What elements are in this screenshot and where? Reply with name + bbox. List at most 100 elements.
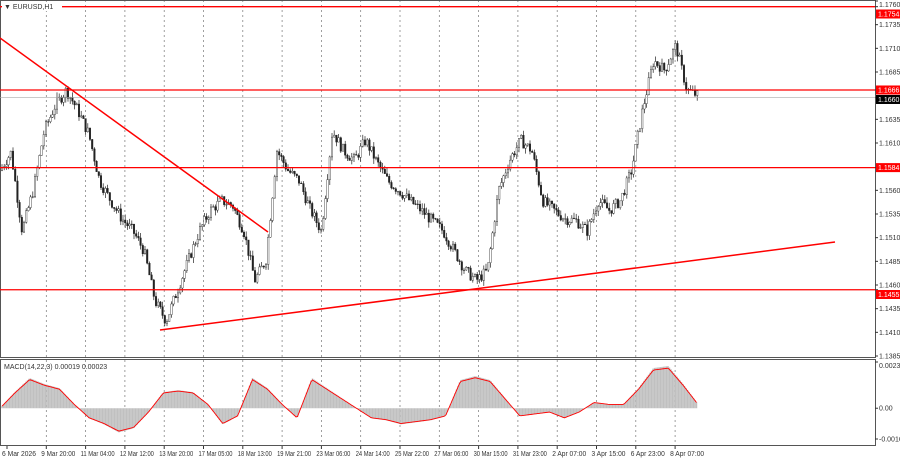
candle-body	[91, 139, 94, 150]
candle-body	[115, 208, 118, 211]
x-tick-label: 8 Apr 07:00	[670, 451, 704, 458]
candle-body	[66, 88, 69, 99]
candle-body	[56, 97, 59, 110]
y-tick-label: 1.1385	[879, 354, 900, 361]
candle-body	[590, 219, 593, 222]
candle-body	[518, 138, 521, 148]
candle-body	[542, 194, 545, 207]
candle-body	[416, 203, 419, 205]
candle-body	[102, 187, 105, 193]
candle-body	[322, 218, 325, 230]
candle-body	[126, 222, 129, 227]
candle-body	[617, 199, 620, 208]
candle-body	[364, 139, 367, 146]
candle-body	[328, 156, 331, 180]
candle-body	[278, 151, 281, 156]
candle-body	[445, 237, 448, 242]
candle-body	[9, 150, 12, 158]
candle-body	[143, 249, 146, 255]
candle-body	[51, 114, 54, 118]
candle-body	[146, 249, 149, 264]
candle-body	[667, 64, 670, 72]
candle-body	[566, 218, 569, 225]
candle-body	[168, 314, 171, 322]
candle-body	[291, 171, 294, 173]
candle-body	[276, 151, 279, 177]
candle-body	[502, 175, 505, 183]
candle-body	[546, 197, 549, 206]
candle-body	[121, 219, 124, 222]
candle-body	[467, 267, 470, 269]
candle-body	[493, 221, 496, 234]
candle-body	[625, 177, 628, 195]
candle-body	[62, 96, 65, 103]
candle-body	[298, 175, 301, 184]
candle-body	[242, 231, 245, 238]
candle-body	[639, 128, 642, 132]
candle-body	[11, 150, 14, 170]
candle-body	[441, 223, 444, 231]
candle-body	[551, 200, 554, 205]
candle-body	[64, 88, 67, 98]
x-tick-label: 31 Mar 23:00	[513, 451, 547, 458]
candle-body	[427, 212, 430, 223]
x-tick-label: 2 Apr 07:00	[552, 451, 586, 458]
candle-body	[460, 261, 463, 271]
candle-body	[104, 188, 107, 193]
candle-body	[194, 243, 197, 245]
candle-body	[75, 103, 78, 106]
candle-body	[249, 255, 252, 257]
candle-body	[179, 287, 182, 294]
candle-body	[531, 151, 534, 153]
candle-body	[368, 139, 371, 151]
candle-body	[280, 154, 283, 157]
candle-body	[581, 224, 584, 228]
candle-body	[185, 260, 188, 271]
candle-body	[110, 200, 113, 208]
candle-body	[311, 203, 314, 217]
candle-body	[170, 303, 173, 315]
candle-body	[405, 193, 408, 196]
candle-body	[592, 213, 595, 220]
candle-body	[31, 196, 34, 198]
candle-body	[130, 223, 133, 225]
candle-body	[414, 203, 417, 205]
y-tick-label: 1.1760	[879, 2, 900, 9]
candle-body	[661, 62, 664, 72]
candle-body	[383, 168, 386, 174]
candle-body	[245, 236, 248, 241]
candle-body	[97, 171, 100, 176]
candle-body	[599, 202, 602, 207]
candle-body	[509, 159, 512, 170]
level-price-label: 1.1666	[878, 87, 900, 94]
candle-body	[20, 217, 23, 233]
candle-body	[377, 157, 380, 163]
candle-body	[209, 206, 212, 218]
candle-body	[658, 65, 661, 72]
candle-body	[196, 239, 199, 244]
candle-body	[680, 54, 683, 66]
candle-body	[5, 164, 8, 167]
candle-body	[154, 296, 157, 306]
candle-body	[621, 192, 624, 202]
candle-body	[606, 202, 609, 209]
candle-body	[586, 224, 589, 236]
macd-y-tick-label: -0.00163	[879, 437, 900, 444]
candle-body	[86, 127, 89, 133]
candle-body	[634, 143, 637, 162]
candle-body	[192, 244, 195, 258]
candle-body	[289, 170, 292, 173]
candle-body	[25, 210, 28, 223]
candle-body	[27, 207, 30, 211]
candle-body	[333, 134, 336, 138]
candle-body	[181, 278, 184, 289]
candle-body	[40, 145, 43, 156]
x-tick-label: 12 Mar 12:00	[120, 451, 154, 458]
candle-body	[562, 218, 565, 221]
candle-body	[335, 134, 338, 143]
candle-body	[135, 233, 138, 237]
candle-body	[315, 212, 318, 223]
y-tick-label: 1.1410	[879, 330, 900, 337]
